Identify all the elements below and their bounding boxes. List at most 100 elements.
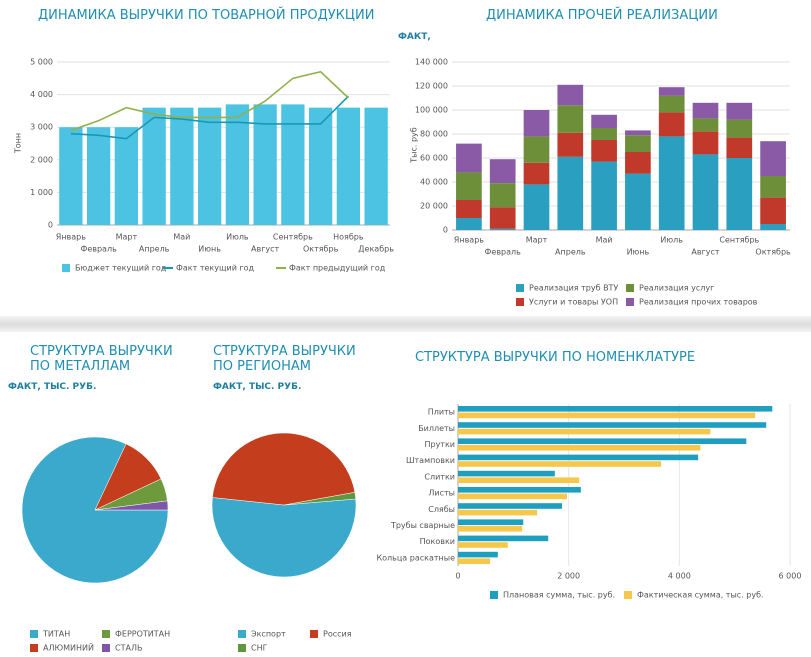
bar: [458, 406, 773, 412]
pie-slice: [211, 497, 357, 578]
y-tick-label: 0: [443, 226, 448, 235]
y-tick-label: 2 000: [30, 155, 53, 164]
bar: [458, 412, 756, 419]
bar-segment: [456, 218, 482, 230]
chart-title: СТРУКТУРА ВЫРУЧКИ ПО МЕТАЛЛАМ: [30, 344, 173, 374]
bar-segment: [760, 176, 786, 198]
y-tick-label: 100 000: [415, 106, 448, 115]
line: [70, 70, 349, 132]
bar: [336, 107, 361, 225]
x-tick-label: Август: [251, 245, 280, 254]
legend-label: СТАЛЬ: [115, 644, 142, 653]
legend-label: Россия: [323, 630, 352, 639]
legend-swatch: [102, 644, 110, 652]
pie-slice: [94, 500, 169, 511]
x-tick-label: 2 000: [557, 572, 580, 581]
y-tick-label: 3 000: [30, 123, 53, 132]
bar-segment: [591, 140, 617, 162]
bar: [458, 461, 662, 467]
bar-segment: [557, 132, 584, 157]
x-tick-label: Март: [116, 233, 138, 242]
y-tick-label: Слябы: [428, 505, 455, 514]
bar-segment: [523, 184, 550, 230]
pie-slice: [212, 432, 356, 506]
legend-label: Реализация труб ВТУ: [529, 284, 618, 293]
bar: [458, 503, 563, 509]
legend-label: АЛЮМИНИЙ: [43, 642, 94, 653]
legend-swatch: [516, 298, 524, 306]
x-tick-label: 6 000: [779, 572, 802, 581]
bar: [458, 526, 523, 532]
bar: [458, 470, 555, 477]
bar-segment: [523, 110, 550, 137]
bar: [458, 428, 711, 435]
y-tick-label: 40 000: [420, 178, 448, 187]
y-tick-label: Слитки: [424, 472, 455, 481]
bar-segment: [658, 136, 685, 230]
x-tick-label: Октябрь: [755, 248, 791, 257]
y-tick-label: 120 000: [415, 82, 448, 91]
bar: [281, 104, 305, 225]
bar: [458, 558, 491, 564]
bar: [225, 104, 250, 225]
chart-subtitle: ФАКТ, ТЫС. РУБ.: [8, 382, 97, 392]
bar-segment: [658, 95, 685, 113]
chart-subtitle: ФАКТ,: [398, 32, 431, 42]
chart-title: СТРУКТУРА ВЫРУЧКИ ПО НОМЕНКЛАТУРЕ: [415, 350, 696, 365]
y-tick-label: Трубы сварные: [390, 521, 455, 530]
bar: [458, 422, 767, 428]
bar: [458, 551, 498, 558]
bar: [253, 104, 277, 225]
x-tick-label: Май: [596, 236, 613, 245]
y-tick-label: Прутки: [424, 440, 455, 449]
legend-label: Реализация услуг: [639, 284, 714, 293]
y-axis-title: Тонн: [14, 133, 23, 154]
y-axis-title: Тыс. руб: [410, 127, 419, 164]
bar-segment: [692, 102, 719, 119]
bar: [458, 519, 524, 525]
x-tick-label: Февраль: [80, 245, 117, 254]
legend-swatch: [102, 630, 110, 638]
legend-swatch: [30, 630, 38, 638]
bar-segment: [489, 228, 516, 230]
bar: [197, 107, 222, 225]
legend-label: Реализация прочих товаров: [639, 298, 758, 307]
chart-title: ДИНАМИКА ПРОЧЕЙ РЕАЛИЗАЦИИ: [486, 8, 718, 23]
line: [70, 95, 349, 140]
bar-segment: [726, 158, 753, 230]
bar-segment: [726, 119, 753, 138]
legend-swatch: [626, 284, 634, 292]
bar-segment: [625, 130, 651, 136]
y-tick-label: 80 000: [420, 130, 448, 139]
bar-segment: [692, 154, 719, 230]
bar-segment: [557, 84, 584, 106]
bar: [114, 127, 139, 225]
bar-segment: [658, 112, 685, 137]
bar-segment: [760, 141, 786, 176]
bar-segment: [557, 105, 584, 133]
bar: [458, 509, 538, 516]
bar-segment: [625, 135, 651, 152]
x-tick-label: 0: [455, 572, 460, 581]
legend-swatch: [310, 630, 318, 638]
y-tick-label: 4 000: [30, 90, 53, 99]
bar-segment: [692, 131, 719, 155]
legend-label: Плановая сумма, тыс. руб.: [503, 591, 615, 600]
x-tick-label: Сентябрь: [273, 233, 313, 242]
x-tick-label: Январь: [454, 236, 484, 245]
x-tick-label: Январь: [56, 233, 86, 242]
bar: [458, 438, 747, 444]
legend-label: Фактическая сумма, тыс. руб.: [637, 591, 764, 600]
x-tick-label: Июнь: [627, 248, 650, 257]
legend-label: СНГ: [251, 644, 268, 653]
legend-swatch: [238, 644, 246, 652]
legend-swatch: [490, 591, 498, 599]
y-tick-label: 20 000: [420, 202, 448, 211]
x-tick-label: Октябрь: [303, 245, 339, 254]
bar: [458, 535, 549, 542]
x-tick-label: Июнь: [198, 245, 221, 254]
x-tick-label: Сентябрь: [719, 236, 759, 245]
legend-swatch: [626, 298, 634, 306]
y-tick-label: 0: [48, 221, 53, 230]
